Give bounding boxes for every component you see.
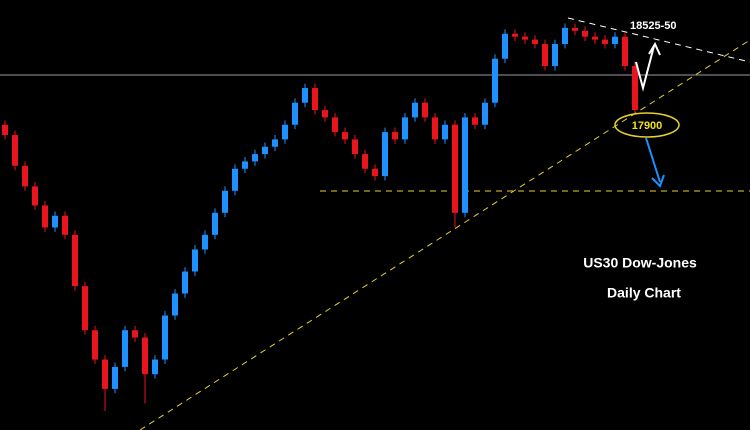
candle-body [502, 33, 508, 59]
candle-body [542, 44, 548, 67]
candle-body [392, 132, 398, 140]
candle-body [62, 215, 68, 235]
down-arrow [645, 137, 661, 183]
candle-body [182, 271, 188, 294]
candle-body [592, 36, 598, 40]
candle-body [422, 102, 428, 118]
candle-body [282, 124, 288, 140]
candle-body [92, 330, 98, 360]
candle-body [262, 146, 268, 155]
candle-body [342, 132, 348, 140]
candle-body [362, 154, 368, 169]
candle-body [462, 117, 468, 213]
candle-body [252, 154, 258, 162]
candle-body [152, 359, 158, 375]
candle-body [352, 139, 358, 155]
candle-body [432, 117, 438, 140]
candle-body [142, 337, 148, 375]
candle-body [82, 286, 88, 331]
candle-body [452, 124, 458, 213]
candle-body [302, 88, 308, 103]
arrow-head [648, 41, 661, 56]
arrow-head [651, 174, 665, 188]
chart-title: US30 Dow-Jones [583, 255, 697, 271]
candle-body [332, 117, 338, 133]
up-arrow [635, 45, 655, 92]
candle-body [292, 102, 298, 125]
candle-body [162, 315, 168, 360]
candle-body [232, 168, 238, 191]
annotation: 18525-50 [630, 20, 677, 32]
candle-body [612, 36, 618, 45]
candle-body [602, 39, 608, 45]
resistance-line [567, 17, 750, 63]
highlight-ellipse [614, 112, 680, 138]
candle-body [122, 330, 128, 367]
candle-body [242, 161, 248, 169]
candle-body [412, 102, 418, 118]
candle-body [492, 58, 498, 103]
candle-body [222, 190, 228, 213]
candle-body [582, 30, 588, 37]
trend-line [139, 39, 750, 430]
chart-subtitle: Daily Chart [607, 285, 681, 301]
candle-body [552, 44, 558, 67]
candle-body [2, 124, 8, 136]
candle-body [522, 36, 528, 40]
candle-body [632, 66, 638, 111]
candle-body [202, 234, 208, 250]
candle-body [312, 88, 318, 111]
candle-body [272, 139, 278, 147]
candle-body [372, 168, 378, 177]
candle-body [52, 215, 58, 228]
candles [2, 23, 638, 411]
candle-body [172, 293, 178, 316]
candle-body [192, 249, 198, 272]
candle-body [22, 165, 28, 187]
candle-body [442, 124, 448, 140]
candle-body [32, 186, 38, 206]
candle-body [382, 132, 388, 177]
candle-body [482, 102, 488, 125]
candle-body [212, 212, 218, 235]
candle-body [622, 36, 628, 67]
candle-body [42, 205, 48, 228]
candle-body [532, 39, 538, 45]
candle-body [132, 330, 138, 338]
candle-body [112, 366, 118, 389]
candle-body [512, 33, 518, 37]
candle-body [562, 27, 568, 45]
candle-body [322, 110, 328, 118]
candle-body [572, 27, 578, 31]
candle-body [102, 359, 108, 389]
candle-body [402, 117, 408, 140]
annotation: 17900 [632, 120, 663, 132]
candle-body [72, 234, 78, 287]
candle-body [12, 135, 18, 166]
candle-body [472, 117, 478, 125]
